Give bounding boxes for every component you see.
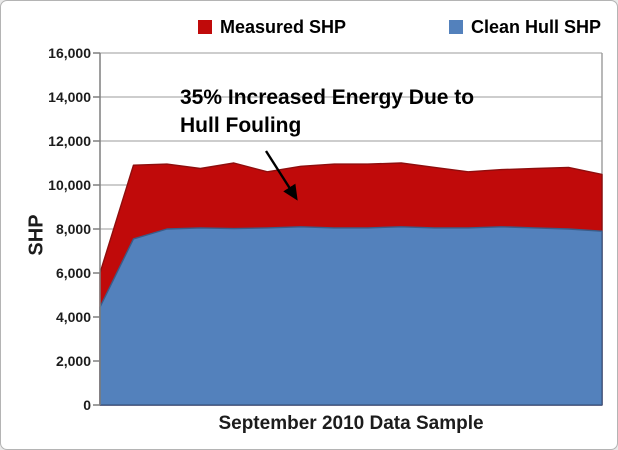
x-axis-title: September 2010 Data Sample bbox=[218, 413, 484, 434]
annotation-line2: Hull Fouling bbox=[180, 114, 302, 137]
legend-item-measured-shp: Measured SHP bbox=[198, 18, 346, 36]
clean-hull-shp-area bbox=[99, 226, 603, 406]
y-axis-tick-label: 12,000 bbox=[48, 133, 91, 149]
y-axis-tick-label: 6,000 bbox=[55, 265, 91, 281]
y-axis-tick-label: 16,000 bbox=[48, 45, 91, 61]
legend-label-clean-hull-shp: Clean Hull SHP bbox=[471, 17, 602, 37]
annotation-arrow bbox=[264, 150, 298, 201]
legend: Measured SHP Clean Hull SHP bbox=[1, 1, 617, 45]
areas bbox=[99, 162, 603, 406]
y-axis-tick-label: 0 bbox=[83, 397, 91, 413]
legend-label-measured-shp: Measured SHP bbox=[220, 17, 347, 37]
clean-hull-shp-swatch-icon bbox=[449, 20, 463, 34]
y-axis-tick-label: 2,000 bbox=[55, 353, 91, 369]
y-axis-tick-label: 14,000 bbox=[48, 89, 91, 105]
y-axis-tick-label: 8,000 bbox=[55, 221, 91, 237]
measured-shp-swatch-icon bbox=[198, 20, 212, 34]
annotation-line1: 35% Increased Energy Due to bbox=[180, 86, 475, 109]
legend-item-clean-hull-shp: Clean Hull SHP bbox=[449, 18, 601, 36]
y-axis-tick-label: 4,000 bbox=[55, 309, 91, 325]
y-axis-tick-label: 10,000 bbox=[48, 177, 91, 193]
annotation-text: 35% Increased Energy Due to Hull Fouling bbox=[180, 84, 474, 140]
y-axis bbox=[93, 52, 101, 406]
